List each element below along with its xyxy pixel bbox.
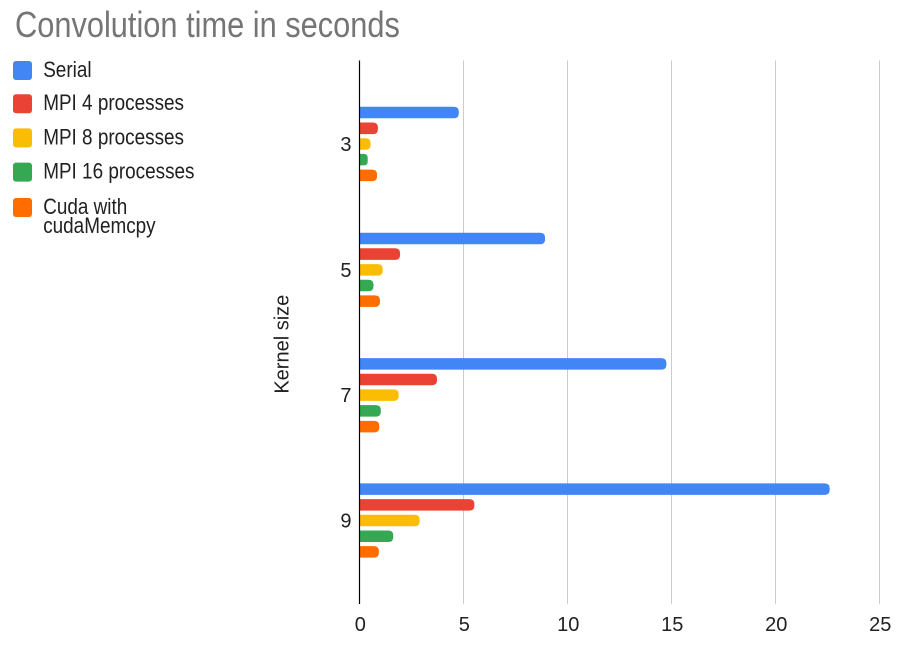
svg-text:MPI 16 processes: MPI 16 processes xyxy=(43,159,194,184)
svg-text:Cuda with: Cuda with xyxy=(43,195,127,220)
svg-text:5: 5 xyxy=(459,614,470,636)
svg-text:7: 7 xyxy=(340,385,351,407)
svg-text:Kernel size: Kernel size xyxy=(272,295,294,394)
svg-text:MPI 4 processes: MPI 4 processes xyxy=(43,91,184,116)
svg-text:Serial: Serial xyxy=(43,58,91,83)
svg-text:cudaMemcpy: cudaMemcpy xyxy=(43,214,156,239)
svg-text:10: 10 xyxy=(557,614,579,636)
svg-text:MPI 8 processes: MPI 8 processes xyxy=(43,125,184,150)
svg-text:9: 9 xyxy=(340,511,351,533)
svg-text:3: 3 xyxy=(340,134,351,156)
svg-text:20: 20 xyxy=(765,614,787,636)
svg-text:0: 0 xyxy=(355,614,366,636)
svg-text:15: 15 xyxy=(661,614,683,636)
svg-text:25: 25 xyxy=(869,614,891,636)
svg-text:Convolution time in seconds: Convolution time in seconds xyxy=(15,6,400,46)
svg-text:5: 5 xyxy=(340,260,351,282)
